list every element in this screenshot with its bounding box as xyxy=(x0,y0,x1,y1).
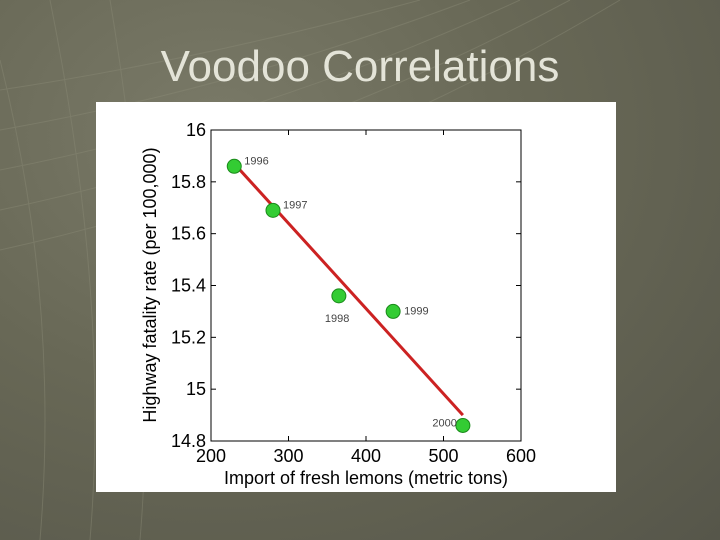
point-label: 1998 xyxy=(325,313,349,325)
point-label: 1997 xyxy=(283,199,307,211)
data-point-2000 xyxy=(455,417,471,433)
plot-area xyxy=(210,129,522,442)
x-tick-label: 600 xyxy=(506,446,536,466)
chart-marks: 1996 1997 1998 1999 2000 xyxy=(226,155,471,433)
y-tick-label: 15.8 xyxy=(171,172,206,192)
y-axis-label: Highway fatality rate (per 100,000) xyxy=(140,147,160,422)
axis-tick-labels: 200 300 400 500 600 14.8 15 15.2 15.4 15.6 15.8 16 xyxy=(171,120,536,466)
y-tick-label: 15.6 xyxy=(171,224,206,244)
axis-ticks xyxy=(210,129,522,442)
x-tick-label: 500 xyxy=(428,446,458,466)
chart-figure: 200 300 400 500 600 14.8 15 15.2 15.4 15.6 15.8 16 … xyxy=(96,102,616,492)
x-tick-label: 200 xyxy=(196,446,226,466)
point-label: 2000 xyxy=(432,417,456,429)
data-point-1998 xyxy=(331,288,347,304)
x-axis-label: Import of fresh lemons (metric tons) xyxy=(224,468,508,488)
y-tick-label: 15 xyxy=(186,379,206,399)
y-tick-label: 14.8 xyxy=(171,431,206,451)
data-point-1996 xyxy=(226,158,242,174)
x-tick-label: 300 xyxy=(273,446,303,466)
y-tick-label: 16 xyxy=(186,120,206,140)
point-label: 1999 xyxy=(404,305,428,317)
data-point-1999 xyxy=(385,303,401,319)
data-point-1997 xyxy=(265,202,281,218)
x-tick-label: 400 xyxy=(351,446,381,466)
scatter-chart: 200 300 400 500 60014.81515.215.415.615.816 … xyxy=(140,120,536,488)
y-tick-label: 15.2 xyxy=(171,327,206,347)
slide-title: Voodoo Correlations xyxy=(160,42,560,91)
point-label: 1996 xyxy=(244,155,268,167)
y-tick-label: 15.4 xyxy=(171,276,206,296)
